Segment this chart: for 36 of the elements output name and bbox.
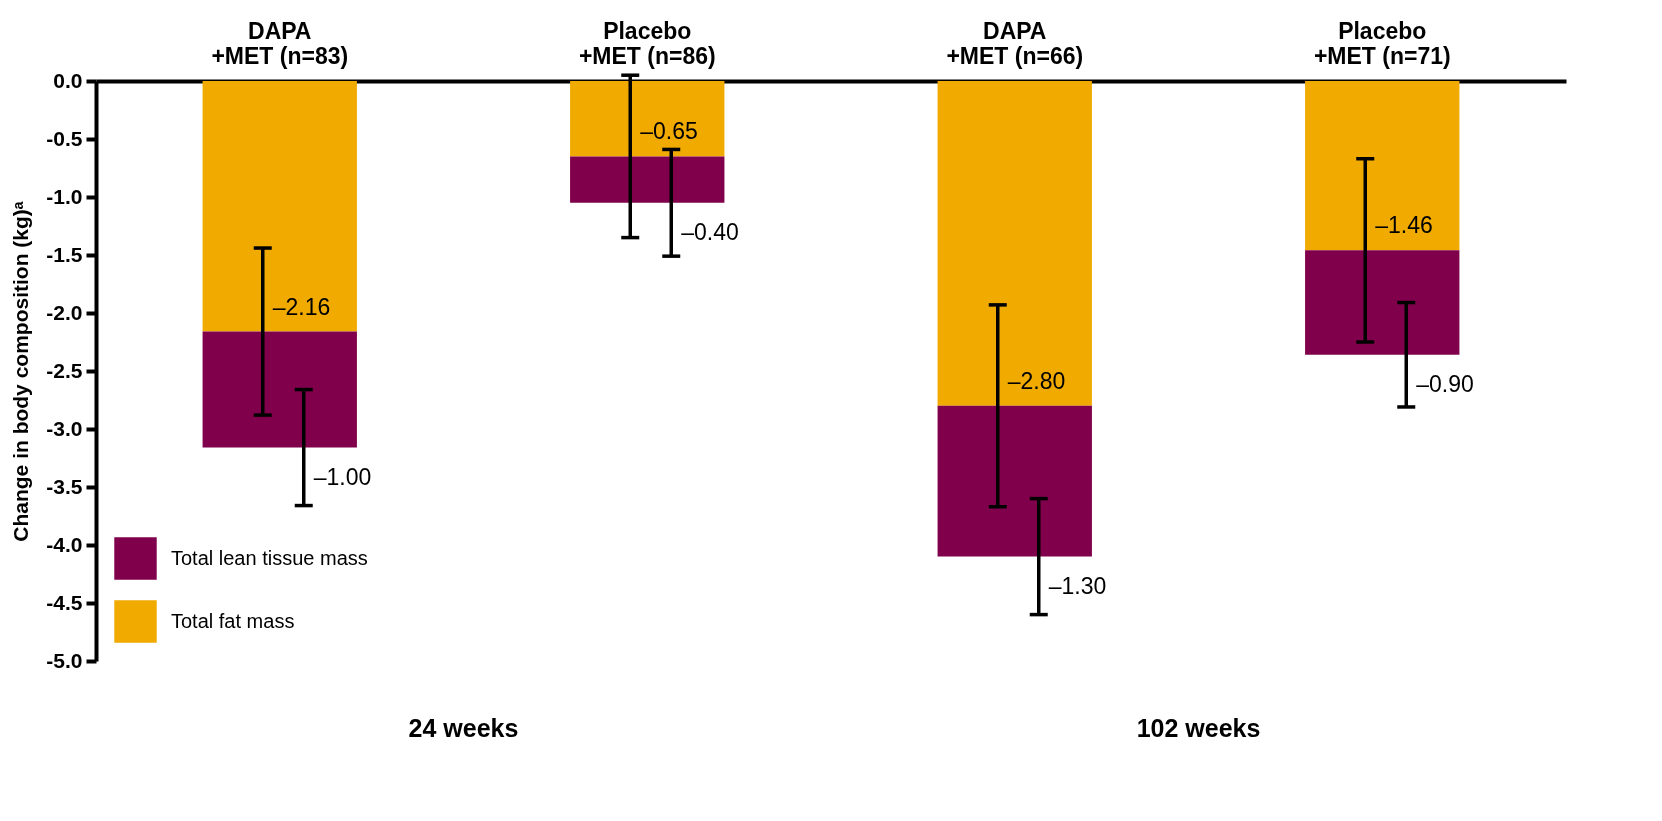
data-label: –2.16: [272, 293, 331, 320]
bar: [937, 81, 1092, 406]
y-tick-label: 0.0: [53, 68, 83, 92]
y-tick-label: -3.0: [46, 416, 83, 440]
bar: [202, 81, 357, 332]
x-tick-label: DAPA +MET (n=66): [946, 17, 1084, 69]
y-tick-label: -1.5: [46, 242, 83, 266]
bar: [570, 81, 725, 157]
y-tick-label: -5.0: [46, 648, 83, 672]
y-tick-label: -4.0: [46, 532, 83, 556]
data-label: –0.40: [681, 218, 739, 245]
text: 24 weeks: [408, 714, 519, 742]
data-label: –1.00: [313, 463, 372, 490]
bar: [1305, 250, 1460, 355]
text: 102 weeks: [1136, 714, 1261, 742]
y-axis-title: Change in body composition (kg)ᵃ: [9, 201, 33, 542]
legend-label: Total fat mass: [171, 609, 295, 632]
data-label: –1.30: [1048, 572, 1107, 599]
bar: [570, 156, 725, 203]
legend-label: Total lean tissue mass: [171, 546, 368, 569]
x-tick-label: Placebo +MET (n=86): [578, 17, 716, 69]
data-label: –0.90: [1416, 370, 1474, 397]
bar: [1305, 81, 1460, 251]
data-label: –0.65: [640, 118, 698, 145]
data-label: –1.46: [1375, 212, 1433, 239]
y-tick-label: -1.0: [46, 184, 83, 208]
data-label: –2.80: [1007, 367, 1066, 394]
y-tick-label: -3.5: [46, 474, 83, 498]
x-tick-label: DAPA +MET (n=83): [211, 17, 349, 69]
x-tick-label: Placebo +MET (n=71): [1313, 17, 1451, 69]
y-tick-label: -0.5: [46, 126, 83, 150]
bar: [937, 405, 1092, 557]
y-tick-label: -2.0: [46, 300, 83, 324]
bar: [202, 331, 357, 448]
y-tick-label: -4.5: [46, 590, 83, 614]
y-tick-label: -2.5: [46, 358, 83, 382]
